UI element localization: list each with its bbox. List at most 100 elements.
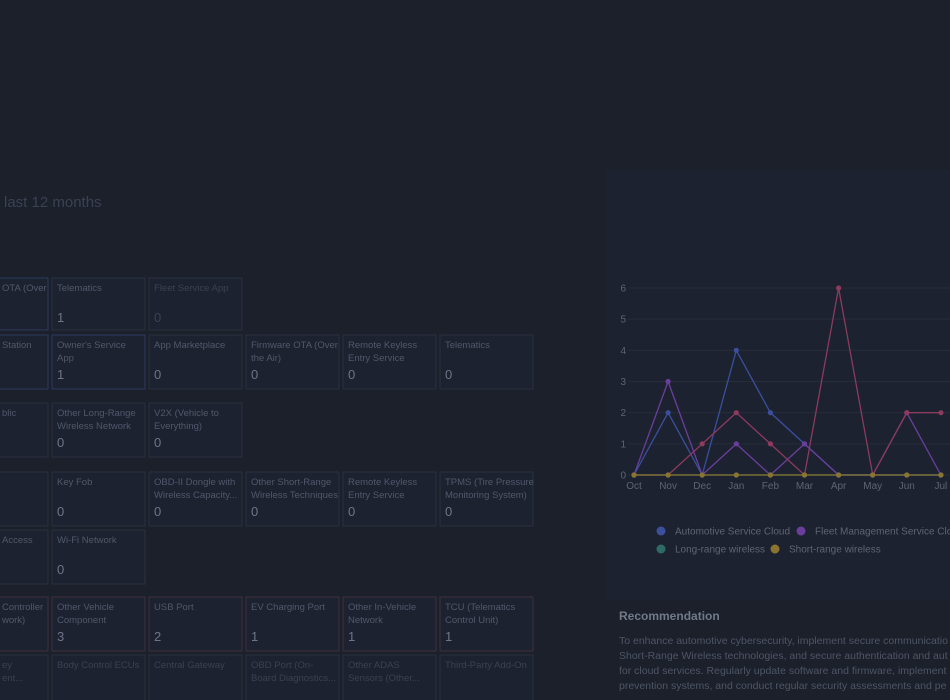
tile-label: Other ADAS: [348, 660, 400, 671]
data-point: [767, 410, 774, 416]
tile: [439, 334, 534, 390]
legend-swatch: [770, 544, 780, 554]
tile-label: Telematics: [57, 283, 102, 294]
tile: [245, 596, 340, 652]
tile-label: Sensors (Other...: [348, 673, 420, 684]
tile-label: Controller: [2, 602, 43, 613]
data-point: [665, 378, 671, 385]
tile-label: V2X (Vehicle to: [154, 408, 219, 419]
tile-label: ey: [2, 660, 12, 671]
tile-label: Remote Keyless: [348, 340, 417, 351]
x-tick-label: Apr: [831, 481, 847, 492]
x-tick-label: Nov: [659, 481, 677, 492]
tile: [245, 654, 340, 700]
data-point: [836, 472, 842, 478]
tile-label: Board Diagnostics...: [251, 673, 336, 684]
tile: [342, 334, 437, 390]
data-point: [631, 472, 637, 478]
x-tick-label: May: [863, 481, 882, 492]
y-tick-label: 1: [620, 439, 626, 450]
x-tick-label: Mar: [796, 481, 814, 492]
y-tick-label: 2: [620, 408, 626, 419]
tile-label: Wireless Capacity...: [154, 490, 237, 501]
tile-label: Remote Keyless: [348, 477, 417, 488]
tile-label: OBD-II Dongle with: [154, 477, 235, 488]
data-point: [699, 441, 705, 447]
data-point: [733, 472, 739, 478]
tile-label: Firmware OTA (Over: [251, 340, 338, 351]
data-point: [938, 472, 944, 478]
tile-label: Owner's Service: [57, 340, 126, 351]
tile-count: 0: [57, 504, 64, 519]
tile-label: Fleet Service App: [154, 283, 228, 294]
data-point: [904, 410, 910, 416]
tile: [51, 654, 146, 700]
tile-label: Everything): [154, 421, 202, 432]
legend-swatch: [656, 526, 666, 536]
tile-label: Central Gateway: [154, 660, 225, 671]
tile-count: 0: [445, 504, 452, 519]
data-point: [938, 410, 944, 416]
legend-label: Long-range wireless: [675, 545, 765, 556]
tile-label: Entry Service: [348, 490, 405, 501]
series-line: [634, 287, 941, 477]
tile-label: TPMS (Tire Pressure: [445, 477, 534, 488]
tile: [439, 596, 534, 652]
tile-label: Other Vehicle: [57, 602, 114, 613]
recommendation-text: Short-Range Wireless technologies, and s…: [619, 650, 948, 662]
tile-label: Telematics: [445, 340, 490, 351]
legend-swatch: [656, 544, 666, 554]
legend-swatch: [796, 526, 806, 536]
data-point: [801, 441, 808, 447]
tile: [148, 654, 243, 700]
tile-label: EV Charging Port: [251, 602, 325, 613]
data-point: [904, 472, 910, 478]
tile: [51, 402, 146, 458]
tile-label: App Marketplace: [154, 340, 225, 351]
tile-label: OTA (Over: [2, 283, 47, 294]
tile: [0, 277, 49, 331]
tile-count: 3: [57, 629, 64, 644]
tile-count: 1: [57, 367, 64, 382]
tile-count: 0: [57, 435, 64, 450]
legend-label: Short-range wireless: [789, 545, 881, 556]
tile: [0, 529, 49, 585]
tile-label: Entry Service: [348, 353, 405, 364]
data-point: [665, 472, 671, 478]
tile-label: Third-Party Add-On: [445, 660, 527, 671]
tile: [0, 596, 49, 652]
heading: last 12 months: [4, 194, 102, 211]
tile: [0, 654, 49, 700]
data-point: [699, 472, 705, 478]
tile-label: Network: [348, 615, 383, 626]
tile-count: 1: [251, 629, 258, 644]
tile-count: 0: [154, 504, 161, 519]
tile-count: 0: [154, 310, 161, 325]
data-point: [665, 410, 671, 416]
x-tick-label: Feb: [762, 481, 780, 492]
x-tick-label: Oct: [626, 481, 642, 492]
y-tick-label: 6: [620, 284, 626, 295]
tile-label: Other In-Vehicle: [348, 602, 416, 613]
data-point: [733, 347, 739, 353]
tile-count: 0: [251, 504, 258, 519]
recommendation-text: prevention systems, and conduct regular …: [619, 680, 947, 692]
data-point: [870, 472, 876, 478]
tile: [0, 334, 49, 390]
tile: [148, 277, 243, 331]
recommendation-text: To enhance automotive cybersecurity, imp…: [619, 635, 948, 647]
tile-label: Access: [2, 535, 33, 546]
tile-label: App: [57, 353, 74, 364]
y-tick-label: 0: [620, 471, 626, 482]
tile-label: the Air): [251, 353, 281, 364]
tile: [51, 471, 146, 527]
tile: [439, 654, 534, 700]
y-tick-label: 4: [620, 346, 626, 357]
tile: [51, 277, 146, 331]
tile-label: ent...: [2, 673, 23, 684]
tile-label: TCU (Telematics: [445, 602, 515, 613]
tile-label: Wireless Network: [57, 421, 131, 432]
tile-label: Other Short-Range: [251, 477, 331, 488]
data-point: [767, 472, 774, 478]
